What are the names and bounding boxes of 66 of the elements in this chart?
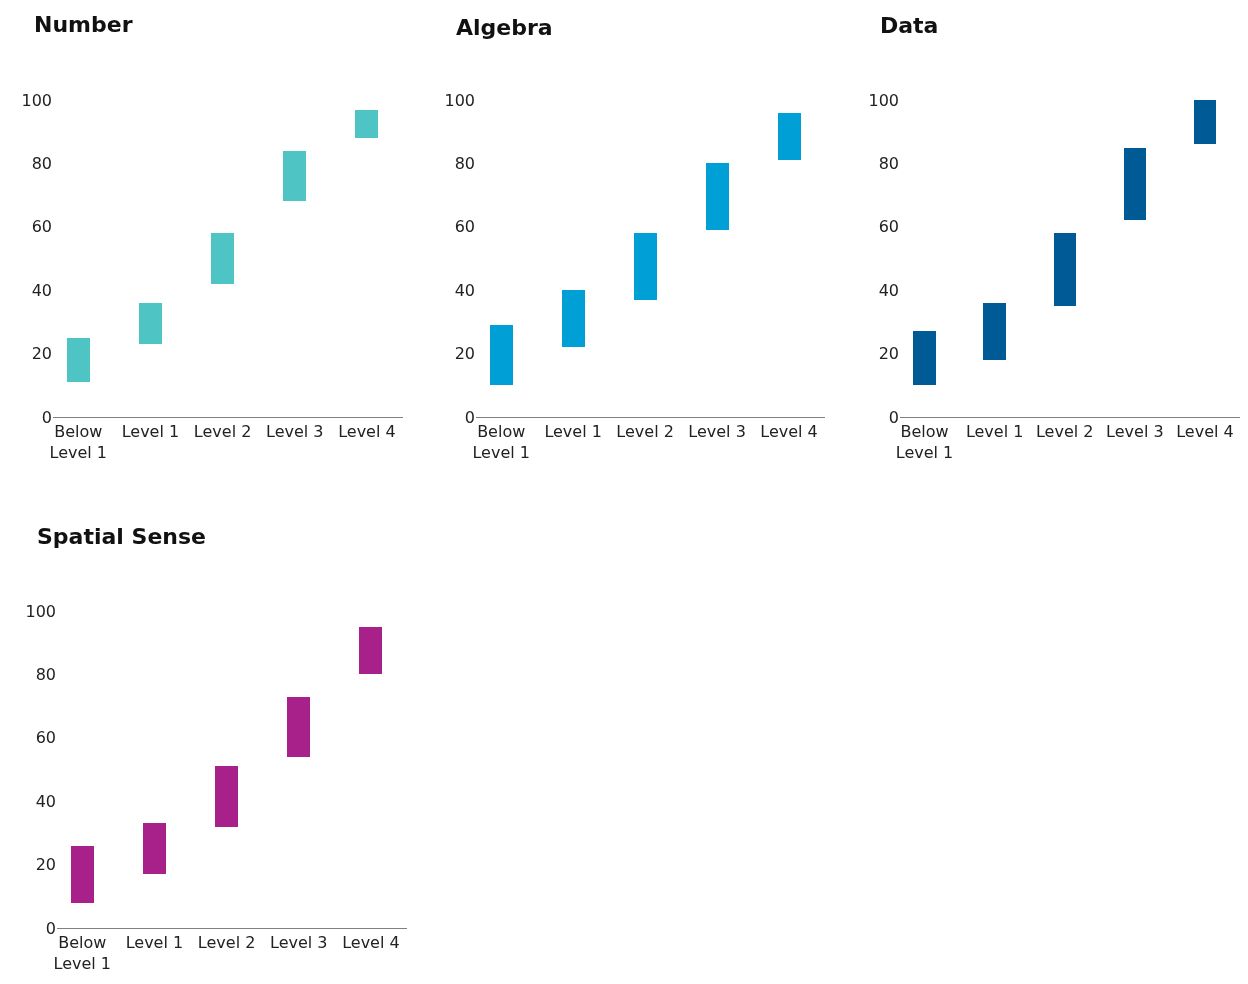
- y-tick-label: 100: [868, 90, 899, 110]
- y-tick-label: 100: [444, 90, 475, 110]
- y-tick-label: 80: [35, 665, 56, 684]
- x-tick-label: Below Level 1: [53, 933, 112, 973]
- y-tick-label: 20: [878, 344, 899, 364]
- y-tick-label: 20: [35, 855, 56, 875]
- y-tick-label: 60: [35, 728, 56, 748]
- y-tick-label: 100: [21, 90, 52, 110]
- bar: [1124, 148, 1146, 220]
- bar: [634, 233, 657, 300]
- x-tick-label: Below Level 1: [49, 422, 108, 462]
- bar: [211, 233, 234, 284]
- x-tick-label: Level 3: [270, 933, 328, 953]
- x-tick-label: Below Level 1: [472, 422, 530, 462]
- chart-title: Spatial Sense: [37, 524, 206, 549]
- x-tick-label: Level 3: [688, 422, 746, 442]
- y-tick-label: 80: [878, 154, 899, 173]
- x-tick-label: Level 4: [1176, 422, 1234, 442]
- y-tick-label: 20: [454, 344, 475, 364]
- x-tick-label: Level 4: [760, 422, 818, 442]
- bar: [283, 151, 306, 201]
- bar: [1054, 233, 1076, 306]
- bar: [139, 303, 162, 344]
- bar: [778, 113, 801, 160]
- x-tick-label: Level 1: [121, 422, 180, 442]
- x-tick-label: Level 4: [338, 422, 396, 442]
- bar: [67, 338, 90, 382]
- bar: [706, 163, 729, 230]
- bar: [215, 766, 238, 827]
- bar: [983, 303, 1006, 360]
- bar: [71, 846, 94, 903]
- x-tick-label: Level 1: [544, 422, 602, 442]
- x-tick-label: Level 3: [266, 422, 324, 442]
- y-tick-label: 60: [31, 217, 52, 237]
- x-tick-label: Level 2: [193, 422, 252, 442]
- y-tick-label: 100: [25, 601, 56, 621]
- chart-title: Number: [34, 12, 133, 37]
- bar: [562, 290, 585, 347]
- y-tick-label: 40: [35, 791, 56, 811]
- x-tick-label: Level 2: [197, 933, 256, 953]
- y-tick-label: 20: [31, 344, 52, 364]
- x-tick-label: Level 4: [342, 933, 400, 953]
- bar: [143, 823, 166, 874]
- bar: [1194, 100, 1216, 144]
- x-tick-label: Level 2: [616, 422, 674, 442]
- y-tick-label: 40: [878, 280, 899, 300]
- bar: [913, 331, 936, 385]
- x-tick-label: Level 3: [1106, 422, 1164, 442]
- y-tick-label: 80: [31, 154, 52, 173]
- y-tick-label: 40: [454, 280, 475, 300]
- y-tick-label: 60: [454, 217, 475, 237]
- bar: [287, 697, 310, 757]
- y-tick-label: 40: [31, 280, 52, 300]
- chart-title: Algebra: [456, 15, 553, 40]
- y-tick-label: 0: [41, 407, 52, 427]
- x-tick-label: Level 1: [125, 933, 184, 953]
- x-tick-label: Level 2: [1035, 422, 1094, 442]
- bar: [490, 325, 513, 385]
- y-tick-label: 60: [878, 217, 899, 237]
- y-tick-label: 80: [454, 154, 475, 173]
- y-tick-label: 0: [45, 918, 56, 938]
- chart-title: Data: [880, 13, 939, 38]
- x-tick-label: Level 1: [965, 422, 1024, 442]
- bar: [355, 110, 378, 138]
- y-tick-label: 0: [464, 407, 475, 427]
- bar: [359, 627, 382, 674]
